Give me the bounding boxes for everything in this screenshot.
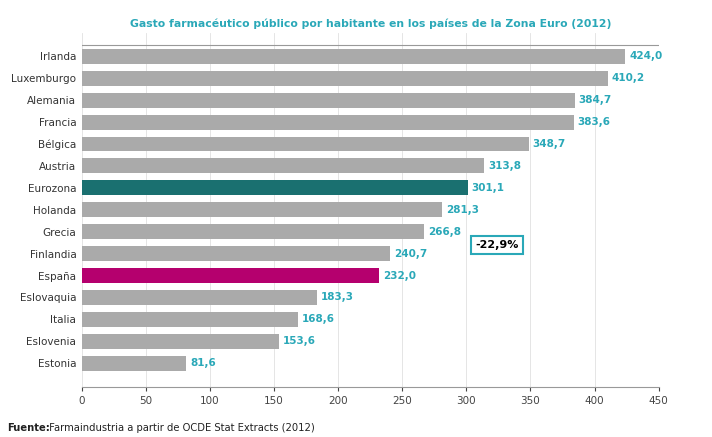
Bar xyxy=(82,71,607,86)
Text: Fuente:: Fuente: xyxy=(7,423,50,433)
Bar xyxy=(82,180,468,195)
Bar xyxy=(82,356,187,371)
Bar xyxy=(82,202,442,217)
Bar xyxy=(82,49,625,64)
Bar xyxy=(82,114,573,129)
Text: 281,3: 281,3 xyxy=(446,205,479,215)
Bar xyxy=(82,93,575,108)
Text: Farmaindustria a partir de OCDE Stat Extracts (2012): Farmaindustria a partir de OCDE Stat Ext… xyxy=(46,423,315,433)
Text: 168,6: 168,6 xyxy=(302,314,335,324)
Text: 410,2: 410,2 xyxy=(612,73,644,83)
Text: 424,0: 424,0 xyxy=(629,51,662,61)
Text: 384,7: 384,7 xyxy=(579,95,612,105)
Text: 240,7: 240,7 xyxy=(394,249,427,259)
Bar xyxy=(82,290,317,305)
Text: 81,6: 81,6 xyxy=(190,358,216,368)
Bar xyxy=(82,136,529,152)
Bar xyxy=(82,312,298,327)
Bar xyxy=(82,246,390,261)
Text: -22,9%: -22,9% xyxy=(476,240,519,250)
Text: 266,8: 266,8 xyxy=(428,227,461,237)
Text: 348,7: 348,7 xyxy=(533,139,566,149)
Text: 153,6: 153,6 xyxy=(283,336,315,346)
Bar xyxy=(82,224,424,239)
Bar xyxy=(82,334,278,349)
Bar xyxy=(82,268,379,283)
Text: 313,8: 313,8 xyxy=(488,161,521,171)
Title: Gasto farmacéutico público por habitante en los países de la Zona Euro (2012): Gasto farmacéutico público por habitante… xyxy=(130,19,611,29)
Text: 232,0: 232,0 xyxy=(383,271,416,281)
Text: 183,3: 183,3 xyxy=(320,292,354,302)
Text: 301,1: 301,1 xyxy=(471,183,505,193)
Bar xyxy=(82,159,484,173)
Text: 383,6: 383,6 xyxy=(577,117,610,127)
